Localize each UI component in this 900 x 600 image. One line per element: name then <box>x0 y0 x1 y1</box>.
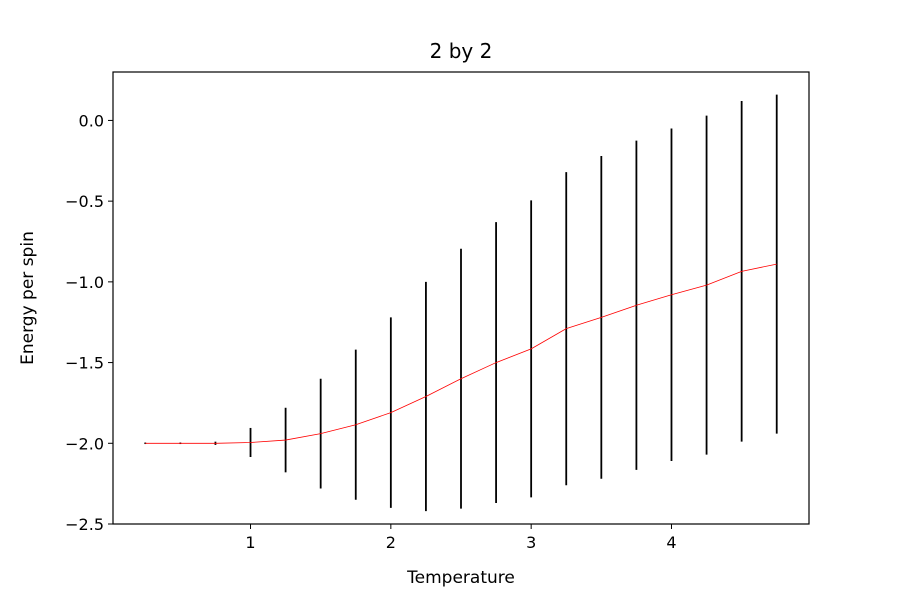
y-tick-label: −0.5 <box>65 192 104 211</box>
y-tick-label: −2.5 <box>65 515 104 534</box>
x-axis-label: Temperature <box>406 568 515 588</box>
y-tick-label: −1.0 <box>65 273 104 292</box>
y-axis: 0.0 −0.5 −1.0 −1.5 −2.0 −2.5 <box>65 111 113 534</box>
x-tick-label: 2 <box>386 533 396 552</box>
plot-area <box>144 94 778 512</box>
x-tick-label: 1 <box>245 533 255 552</box>
y-tick-label: −1.5 <box>65 354 104 373</box>
chart-title: 2 by 2 <box>430 39 493 63</box>
plot-frame <box>112 71 810 525</box>
x-tick-label: 3 <box>526 533 536 552</box>
x-axis: 1 2 3 4 <box>245 524 677 552</box>
series-line <box>145 263 777 444</box>
x-tick-label: 4 <box>666 533 676 552</box>
y-axis-label: Energy per spin <box>18 231 38 365</box>
y-tick-label: 0.0 <box>79 111 104 130</box>
y-tick-label: −2.0 <box>65 434 104 453</box>
